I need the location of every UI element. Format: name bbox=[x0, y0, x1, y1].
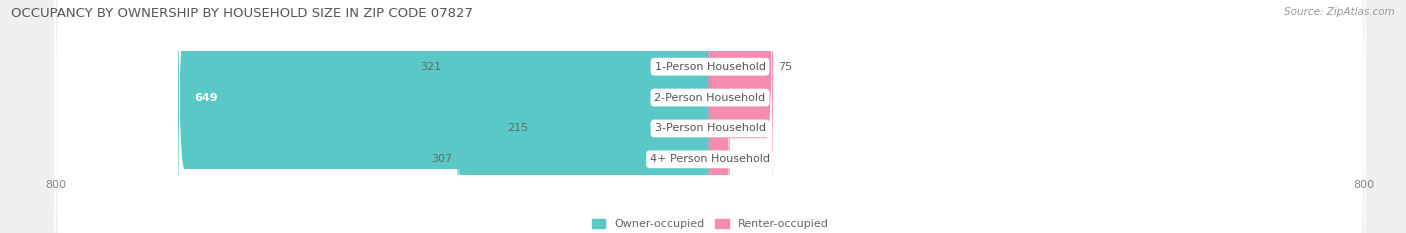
Text: 4+ Person Household: 4+ Person Household bbox=[650, 154, 770, 164]
Text: 321: 321 bbox=[420, 62, 441, 72]
Text: 2-Person Household: 2-Person Household bbox=[654, 93, 766, 103]
Text: 307: 307 bbox=[432, 154, 453, 164]
FancyBboxPatch shape bbox=[179, 0, 711, 233]
FancyBboxPatch shape bbox=[55, 0, 1365, 233]
Text: 75: 75 bbox=[778, 62, 792, 72]
FancyBboxPatch shape bbox=[55, 0, 1365, 233]
Text: 1-Person Household: 1-Person Household bbox=[655, 62, 765, 72]
Text: Source: ZipAtlas.com: Source: ZipAtlas.com bbox=[1284, 7, 1395, 17]
Text: 215: 215 bbox=[506, 123, 527, 134]
FancyBboxPatch shape bbox=[55, 0, 1365, 233]
Text: 22: 22 bbox=[734, 154, 749, 164]
FancyBboxPatch shape bbox=[457, 0, 711, 233]
Text: OCCUPANCY BY OWNERSHIP BY HOUSEHOLD SIZE IN ZIP CODE 07827: OCCUPANCY BY OWNERSHIP BY HOUSEHOLD SIZE… bbox=[11, 7, 474, 20]
FancyBboxPatch shape bbox=[55, 0, 1365, 233]
Text: 17: 17 bbox=[731, 123, 745, 134]
FancyBboxPatch shape bbox=[709, 0, 728, 233]
FancyBboxPatch shape bbox=[709, 0, 730, 233]
FancyBboxPatch shape bbox=[709, 0, 725, 233]
FancyBboxPatch shape bbox=[533, 0, 711, 233]
Text: 649: 649 bbox=[194, 93, 218, 103]
Legend: Owner-occupied, Renter-occupied: Owner-occupied, Renter-occupied bbox=[588, 214, 832, 233]
Text: 3-Person Household: 3-Person Household bbox=[655, 123, 765, 134]
Text: 20: 20 bbox=[733, 93, 747, 103]
FancyBboxPatch shape bbox=[446, 0, 711, 233]
FancyBboxPatch shape bbox=[709, 0, 773, 233]
